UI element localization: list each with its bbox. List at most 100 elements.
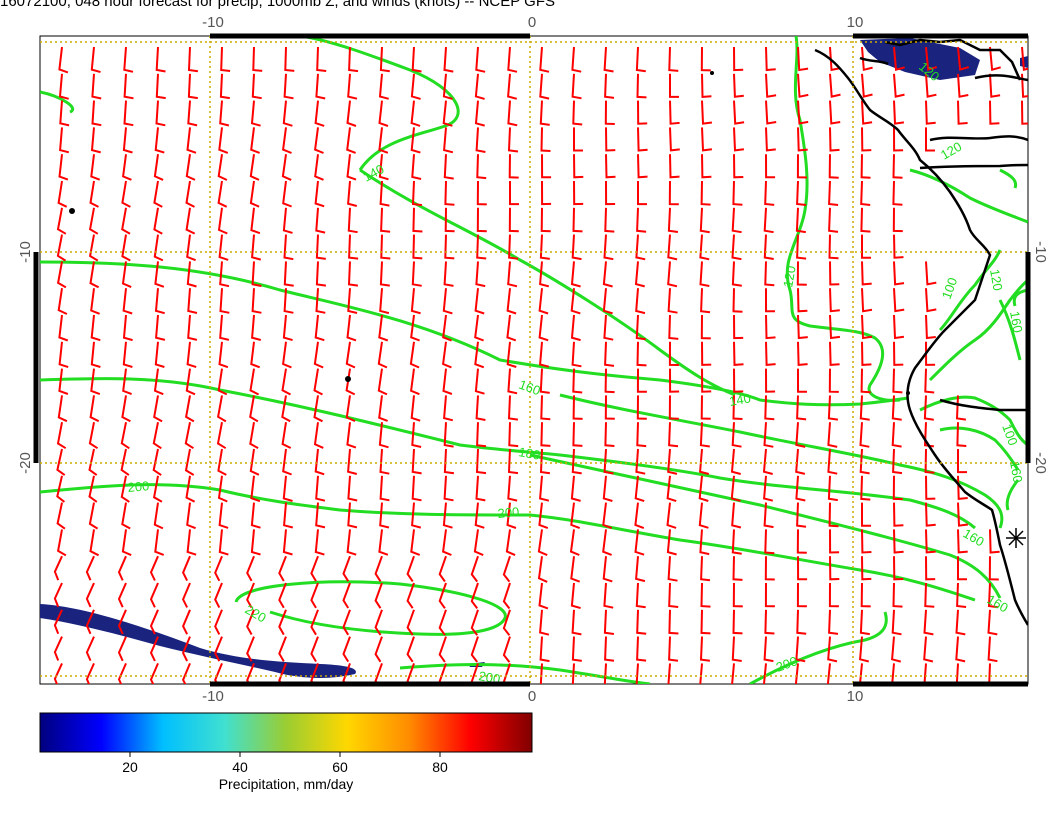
wind-barb (795, 422, 806, 448)
lat-tick-right: -20 (1032, 452, 1049, 474)
wind-barb (634, 529, 645, 556)
wind-barb (250, 475, 261, 503)
wind-barb (829, 261, 840, 286)
wind-barb (346, 154, 357, 181)
wind-barb (925, 100, 936, 125)
wind-barb (604, 73, 615, 99)
wind-barb (410, 314, 420, 342)
wind-barb (346, 127, 356, 154)
wind-barb (310, 609, 319, 636)
wind-barb (795, 636, 806, 663)
wind-barb (409, 341, 420, 369)
wind-barb (442, 502, 453, 529)
wind-barb (668, 314, 679, 340)
wind-barb (668, 341, 679, 366)
contour-label: 100 (999, 422, 1021, 448)
wind-barb (85, 582, 95, 608)
wind-barb (539, 261, 550, 288)
wind-barb (507, 448, 519, 475)
wind-barb (121, 207, 131, 235)
wind-barb (502, 555, 511, 583)
wind-barb (411, 180, 423, 207)
contour-label: 120 (780, 265, 799, 289)
wind-barb (796, 502, 807, 528)
wind-barb (187, 73, 198, 100)
wind-barb (475, 395, 486, 421)
wind-barb (570, 261, 581, 288)
wind-barb (154, 261, 165, 288)
wind-barb (251, 288, 262, 314)
wind-barb (635, 234, 646, 261)
contour-line (399, 663, 651, 684)
wind-barb (604, 395, 615, 420)
wind-barb (282, 341, 292, 369)
wind-barb (731, 502, 742, 529)
wind-barb (85, 636, 95, 662)
wind-barb (605, 180, 616, 206)
wind-barb (604, 100, 615, 125)
wind-barb (315, 288, 326, 314)
wind-barb (733, 341, 744, 366)
wind-barb (797, 368, 807, 393)
wind-barb (860, 180, 871, 206)
wind-barb (347, 475, 358, 502)
wind-barb (249, 154, 260, 181)
wind-barb (411, 448, 422, 475)
wind-barb (410, 73, 421, 100)
wind-barb (861, 127, 872, 152)
wind-barb (733, 154, 744, 179)
wind-barb (731, 636, 742, 662)
wind-barb (506, 288, 517, 315)
wind-barb (506, 502, 517, 529)
wind-barb (923, 609, 934, 636)
wind-barb (891, 609, 902, 636)
island-dot (710, 71, 714, 75)
wind-barb (668, 609, 679, 635)
wind-barb (540, 207, 551, 233)
contour-line (40, 90, 74, 114)
wind-barb (219, 73, 230, 100)
precip-patch-northeast (860, 38, 980, 80)
wind-barb (185, 368, 196, 396)
wind-barb (826, 663, 831, 684)
wind-barb (701, 154, 712, 179)
wind-barb (89, 529, 100, 557)
wind-barb (572, 422, 583, 447)
wind-barb (122, 154, 132, 181)
wind-barb (861, 529, 872, 554)
wind-barb (892, 448, 903, 475)
wind-barb (1021, 73, 1028, 98)
wind-barb (121, 502, 131, 530)
wind-barb (444, 180, 455, 206)
wind-barb (59, 100, 70, 127)
wind-barb (281, 395, 291, 423)
wind-barb (410, 529, 421, 556)
wind-barb (219, 314, 230, 341)
wind-barb (540, 395, 551, 421)
wind-barb (474, 368, 485, 395)
wind-barb (410, 288, 421, 315)
wind-barb (186, 529, 197, 556)
wind-barb (891, 663, 895, 684)
wind-barb (765, 154, 776, 179)
wind-barb (315, 502, 326, 529)
wind-barb (278, 609, 287, 636)
wind-barb (411, 475, 422, 502)
wind-barb (443, 127, 454, 154)
wind-barb (58, 154, 69, 181)
wind-barb (861, 100, 873, 125)
wind-barb (573, 127, 583, 152)
wind-barb (250, 502, 261, 529)
wind-barb (89, 261, 100, 289)
wind-barb (636, 395, 647, 420)
wind-barb (314, 100, 325, 127)
wind-barb (730, 448, 741, 475)
wind-barb (636, 368, 647, 393)
wind-barb (117, 609, 127, 635)
wind-barb (763, 234, 774, 260)
colorbar-label: Precipitation, mm/day (218, 776, 354, 792)
wind-barb (442, 73, 453, 100)
wind-barb (153, 207, 163, 235)
wind-barb (763, 636, 774, 663)
wind-barb (861, 341, 872, 366)
